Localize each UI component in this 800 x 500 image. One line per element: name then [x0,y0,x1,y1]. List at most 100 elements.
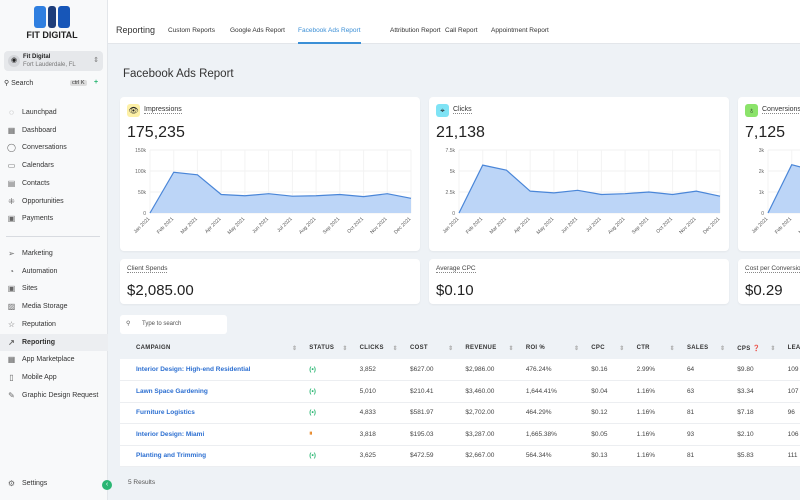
column-header-ctr[interactable]: CTR ⇕ [628,337,679,359]
sort-icon[interactable]: ⇕ [573,346,580,352]
tab-google-ads-report[interactable]: Google Ads Report [230,27,285,34]
column-header-cpc[interactable]: CPC ⇕ [583,337,629,359]
column-header-campaign[interactable]: CAMPAIGN ⇕ [120,337,302,359]
cell-leads: 111 [779,445,800,467]
table-row: Furniture Logistics (•) 4,833 $581.97 $2,702… [120,402,800,424]
cell-cpc: $0.05 [583,423,629,446]
stat-label: Cost per Conversion [745,265,800,273]
eye-icon: 👁 [127,104,140,117]
column-header-cost[interactable]: COST ⇕ [402,337,458,359]
column-header-roi[interactable]: ROI % ⇕ [517,337,584,359]
cell-revenue: $3,287.00 [457,423,518,446]
kpi-value: 7,125 [745,124,786,141]
tab-call-report[interactable]: Call Report [445,27,478,34]
cell-leads: 109 [779,359,800,381]
x-tick-label: Jan 2021 [751,216,770,235]
y-tick-label: 5k [450,169,456,175]
sidebar-item-dashboard[interactable]: ▦ Dashboard [7,125,57,135]
gear-icon: ⚙ [7,479,16,488]
table-search-input[interactable]: ⚲ Type to search [120,315,227,334]
column-header-revenue[interactable]: REVENUE ⇕ [457,337,518,359]
results-count: 5 Results [128,479,156,486]
sidebar-search[interactable]: ⚲ Search ctrl K + [4,79,99,87]
collapse-sidebar-button[interactable]: ‹ [102,480,112,490]
campaign-link[interactable]: Interior Design: High-end Residential [120,359,302,381]
sidebar-item-media-storage[interactable]: ▨ Media Storage [7,302,68,312]
sidebar-item-reputation[interactable]: ☆ Reputation [7,319,56,329]
filter-icon: ⁜ [8,196,15,206]
campaign-link[interactable]: Furniture Logistics [120,402,302,424]
sort-icon[interactable]: ⇕ [508,346,514,352]
chevron-updown-icon: ⇕ [93,57,99,64]
campaign-table: CAMPAIGN ⇕ STATUS ⇕ CLICKS ⇕ COST ⇕ REVENUE ⇕ ROI … [120,337,800,467]
star-icon: ☆ [7,319,16,329]
cell-clicks: 5,010 [351,380,402,403]
column-header-sales[interactable]: SALES ⇕ [678,337,730,359]
sidebar-item-calendars[interactable]: ▭ Calendars [7,161,54,171]
cell-sales: 63 [678,380,730,403]
cell-leads: 107 [779,380,800,403]
rocket-icon: ◌ [9,108,14,117]
kpi-card-conversions: ♁ Conversions 7,125 0 1k 2k 3k Jan 2021 Feb 2021… [738,97,800,251]
sidebar-item-conversations[interactable]: ◯ Conversations [7,143,67,153]
sidebar-item-mobile-app[interactable]: ▯ Mobile App [0,369,108,386]
add-icon[interactable]: + [94,79,99,86]
y-tick-label: 0 [143,211,146,217]
column-header-clicks[interactable]: CLICKS ⇕ [351,337,402,359]
campaign-link[interactable]: Lawn Space Gardening [120,380,302,403]
account-switcher[interactable]: ◉ Fit Digital Fort Lauderdale, FL ⇕ [4,51,103,71]
sort-icon[interactable]: ⇕ [669,346,675,352]
info-icon: ❓ [752,345,761,352]
status-active-icon: (•) [301,380,352,403]
sort-icon[interactable]: ⇕ [448,346,454,352]
sidebar-item-launchpad[interactable]: ◌ Launchpad [0,104,108,121]
column-header-leads[interactable]: LEADS [779,337,800,359]
x-tick-label: Mar 2021 [180,216,199,235]
sort-icon[interactable]: ⇕ [719,346,726,352]
cell-roi: 476.24% [517,359,584,381]
sidebar-item-payments[interactable]: ▣ Payments [7,214,54,224]
sort-icon[interactable]: ⇕ [770,345,776,352]
cell-ctr: 1.16% [628,380,679,403]
sidebar-item-reporting[interactable]: ↗ Reporting [0,333,108,351]
sidebar-item-marketing[interactable]: ➢ Marketing [8,249,53,258]
sort-icon[interactable]: ⇕ [619,346,625,352]
tab-custom-reports[interactable]: Custom Reports [168,27,215,34]
cell-cpc: $0.13 [583,445,629,467]
tab-appointment-report[interactable]: Appointment Report [491,27,549,34]
kpi-card-clicks: ⌖ Clicks 21,138 0 2.5k 5k 7.5k Jan 2021 Feb 2021… [429,97,729,251]
cell-sales: 93 [678,423,730,446]
stat-value: $0.10 [436,282,474,299]
sidebar-item-graphic-design-request[interactable]: ✎ Graphic Design Request [8,390,99,400]
search-icon: ⚲ [4,80,12,87]
table-row: Interior Design: Miami ⏸ 3,818 $195.03 $3,28… [120,423,800,446]
x-tick-label: Dec 2021 [393,216,413,236]
cell-cpc: $0.16 [583,359,629,381]
column-header-cps[interactable]: CPS ❓ ⇕ [729,337,780,359]
sidebar-item-app-marketplace[interactable]: ▦ App Marketplace [7,355,75,365]
campaign-link[interactable]: Interior Design: Miami [120,423,302,446]
tab-attribution-report[interactable]: Attribution Report [390,27,441,34]
status-active-icon: (•) [301,359,352,381]
payment-icon: ▣ [7,214,16,224]
sort-icon[interactable]: ⇕ [291,346,298,352]
x-tick-label: Oct 2021 [655,216,674,235]
column-header-status[interactable]: STATUS ⇕ [301,337,352,359]
campaign-link[interactable]: Planting and Trimming [120,445,302,467]
sidebar-item-sites[interactable]: ▣ Sites [7,284,38,294]
x-tick-label: Feb 2021 [156,216,175,235]
cell-roi: 464.29% [517,402,584,424]
sort-icon[interactable]: ⇕ [392,346,398,352]
sidebar-item-automation[interactable]: ◔ Automation [0,263,108,280]
sidebar-item-contacts[interactable]: ▤ Contacts [7,178,50,188]
sidebar-item-opportunities[interactable]: ⁜ Opportunities [8,196,64,206]
sites-icon: ▣ [7,284,16,294]
cell-revenue: $2,667.00 [457,445,518,467]
sidebar-item-settings[interactable]: ⚙ Settings [7,479,48,488]
tab-facebook-ads-report[interactable]: Facebook Ads Report [298,27,361,44]
x-tick-label: Mar 2021 [489,216,508,235]
cell-cps: $7.18 [729,402,780,424]
phone-icon: ▯ [9,372,14,382]
sort-icon[interactable]: ⇕ [342,346,348,352]
cell-sales: 64 [678,359,730,381]
